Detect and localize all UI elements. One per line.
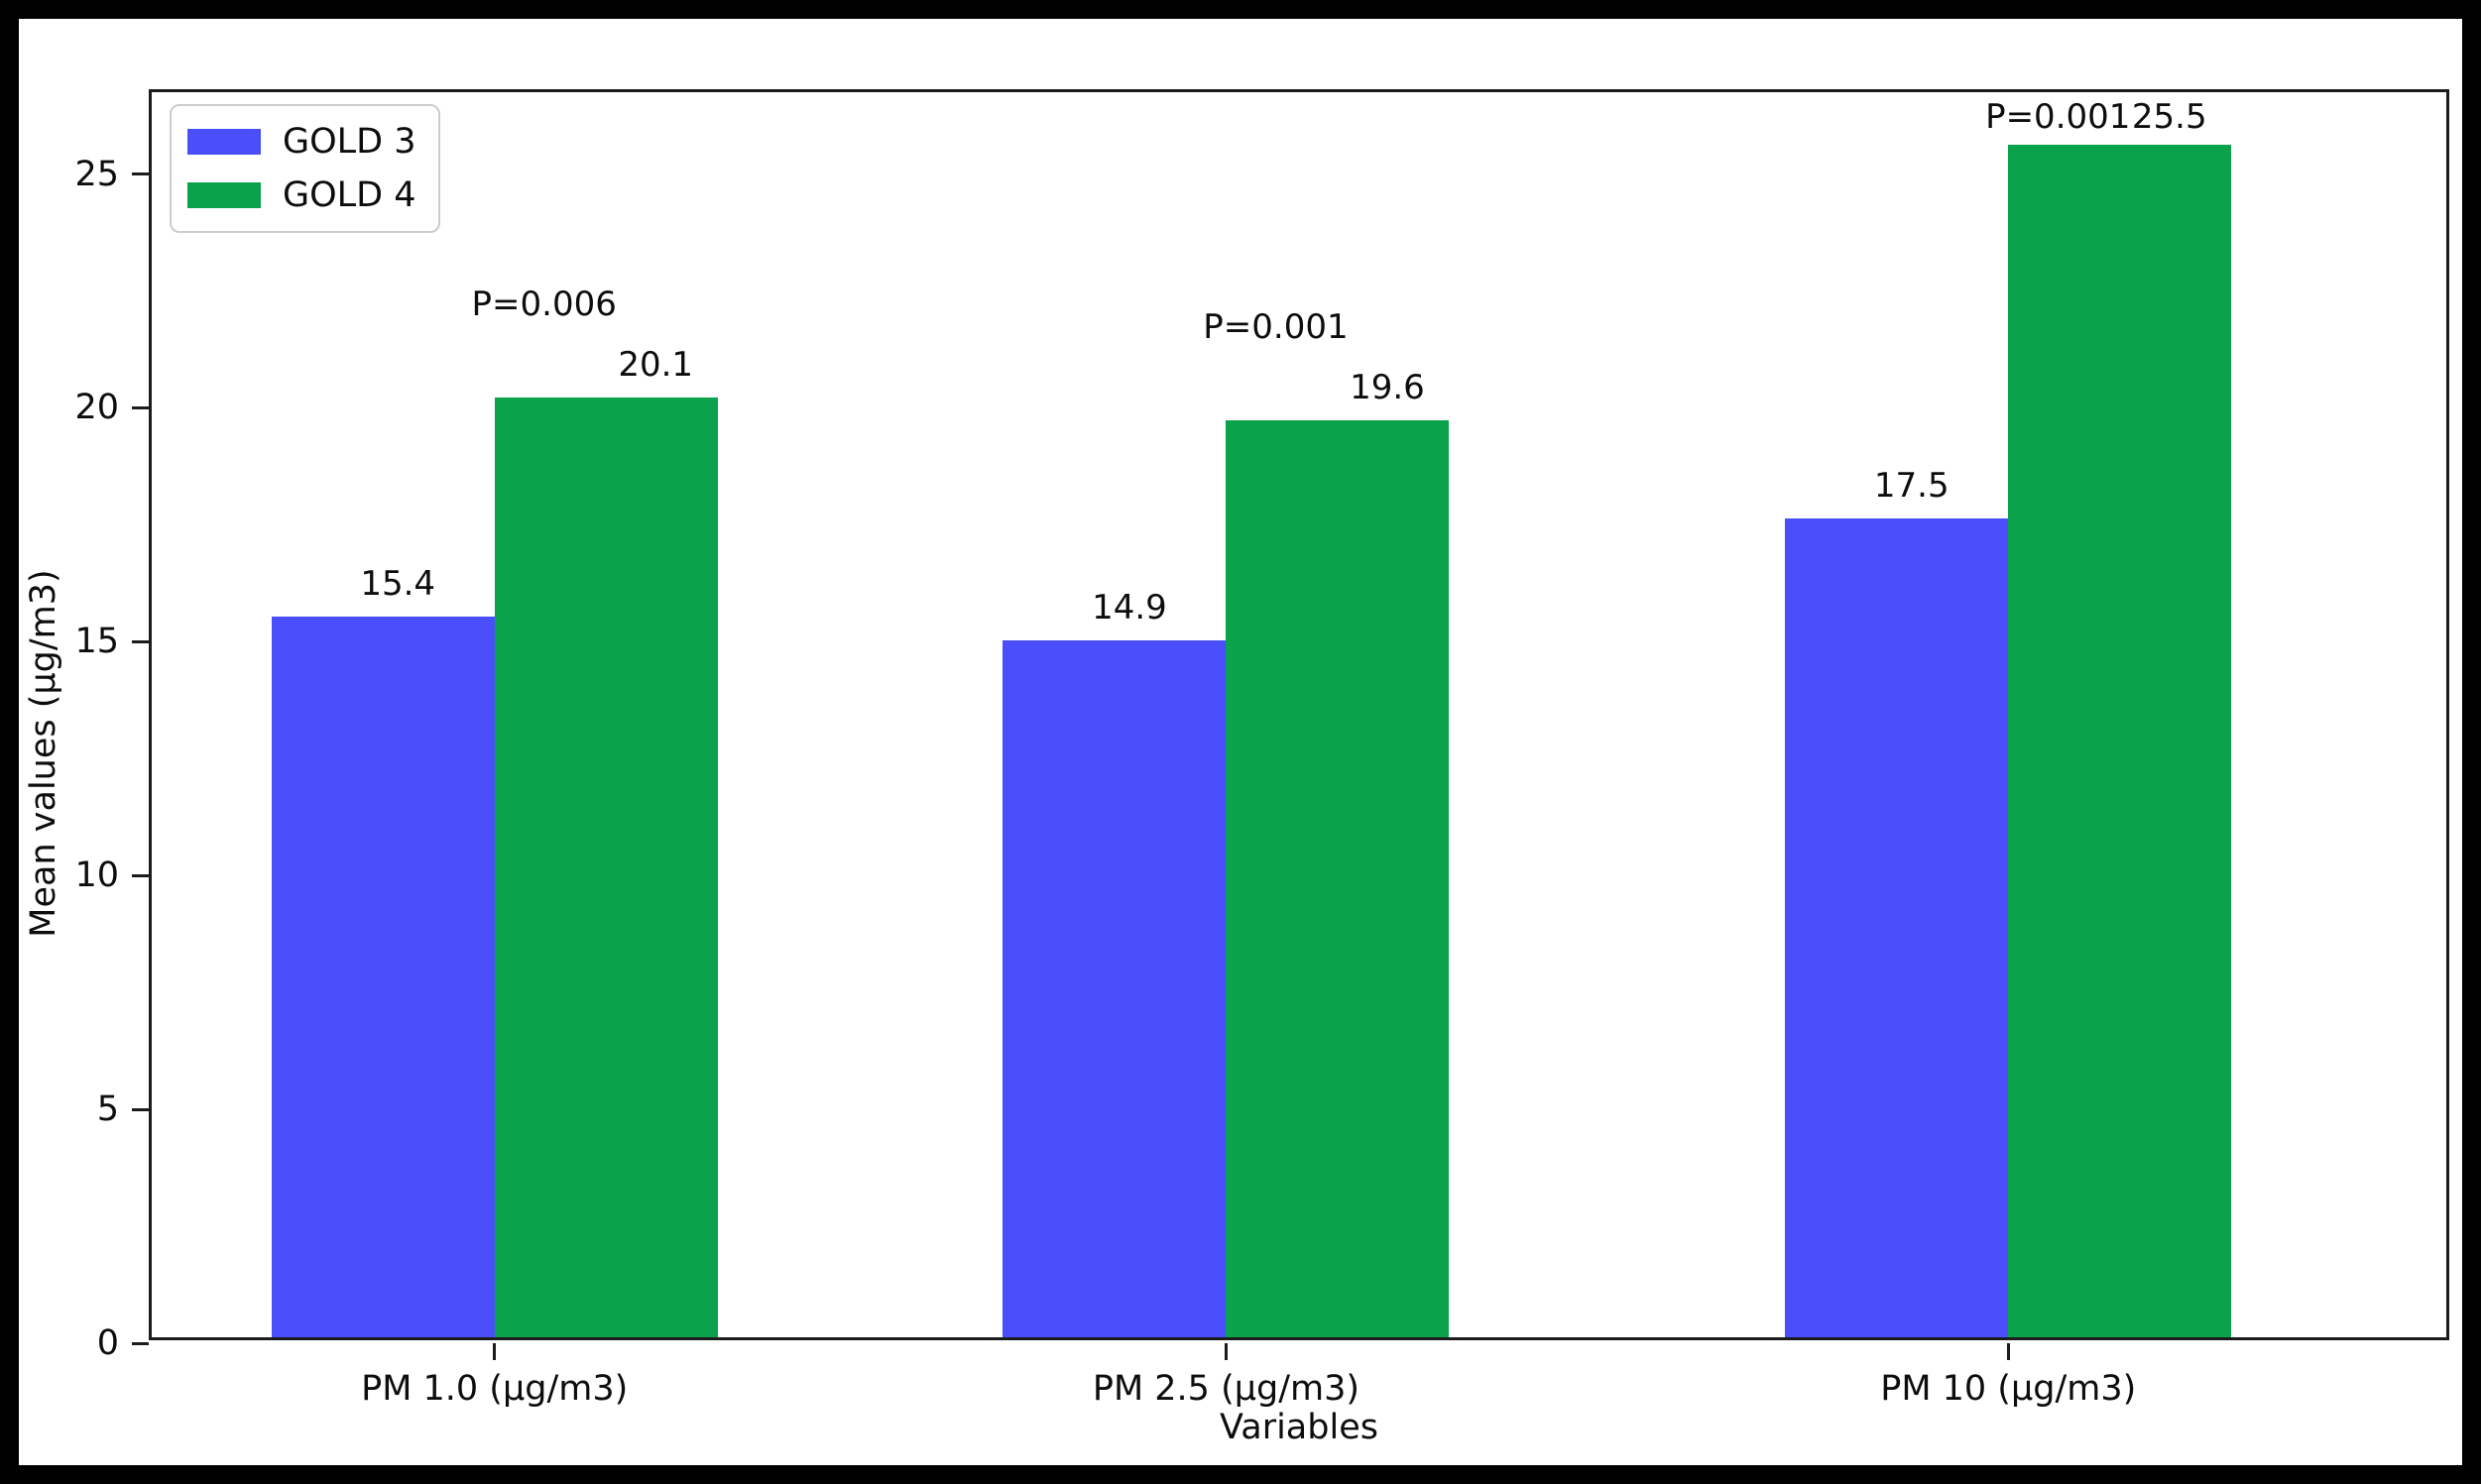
bar-value-label: 17.5 <box>1873 466 1949 507</box>
y-tick-label: 5 <box>96 1089 119 1130</box>
x-tick-mark <box>2006 1343 2010 1360</box>
p-value-label: P=0.006 <box>471 284 617 324</box>
y-tick-label: 10 <box>74 856 119 896</box>
plot-area: GOLD 3 GOLD 4 0 5 10 15 20 25 PM 1.0 (μg/m3) 15.… <box>74 89 2449 1409</box>
legend: GOLD 3 GOLD 4 <box>170 104 440 233</box>
legend-swatch-icon <box>187 182 261 208</box>
p-value-label: P=0.001 <box>1985 97 2131 137</box>
bar-value-label: 14.9 <box>1092 588 1167 628</box>
p-value-label: P=0.001 <box>1203 307 1349 348</box>
bar-value-label: 15.4 <box>360 564 436 605</box>
x-axis-label: Variables <box>1220 1408 1378 1447</box>
legend-swatch-icon <box>187 129 261 155</box>
y-tick-mark <box>132 1107 149 1111</box>
bar-value-label: 25.5 <box>2131 97 2207 137</box>
legend-item: GOLD 4 <box>187 175 416 215</box>
bar-gold4-group3 <box>2008 144 2232 1337</box>
y-tick-mark <box>132 172 149 176</box>
y-tick-label: 20 <box>74 388 119 428</box>
legend-item-label: GOLD 4 <box>283 175 416 215</box>
bar-gold4-group1 <box>494 397 718 1337</box>
y-tick-mark <box>132 639 149 643</box>
bar-gold3-group2 <box>1003 640 1227 1337</box>
bar-gold3-group1 <box>271 617 495 1337</box>
x-tick-mark <box>1224 1343 1228 1360</box>
y-tick-mark <box>132 1341 149 1345</box>
x-tick-mark <box>493 1343 497 1360</box>
x-tick-label: PM 10 (μg/m3) <box>1880 1369 2137 1409</box>
x-tick-label: PM 2.5 (μg/m3) <box>1092 1369 1360 1409</box>
y-tick-mark <box>132 405 149 409</box>
legend-item-label: GOLD 3 <box>283 122 416 162</box>
y-tick-label: 25 <box>74 154 119 194</box>
x-tick-label: PM 1.0 (μg/m3) <box>361 1369 629 1409</box>
y-tick-mark <box>132 873 149 877</box>
legend-item: GOLD 3 <box>187 122 416 162</box>
y-tick-label: 15 <box>74 622 119 662</box>
bar-gold3-group3 <box>1785 518 2009 1337</box>
bar-value-label: 19.6 <box>1350 368 1425 408</box>
bar-value-label: 20.1 <box>618 344 694 385</box>
y-tick-label: 0 <box>96 1323 119 1363</box>
bar-gold4-group2 <box>1226 420 1450 1337</box>
